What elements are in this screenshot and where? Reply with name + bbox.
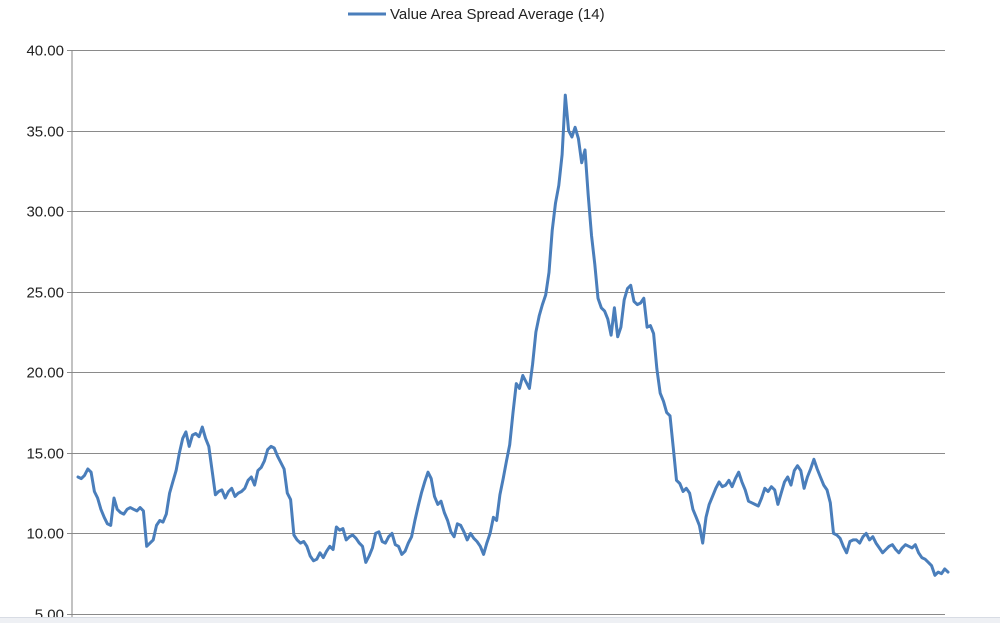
gridlines xyxy=(67,50,945,615)
y-tick-label: 10.00 xyxy=(26,526,64,543)
y-tick-label: 20.00 xyxy=(26,365,64,382)
y-tick-label: 30.00 xyxy=(26,204,64,221)
y-tick-label: 25.00 xyxy=(26,285,64,302)
series-line xyxy=(76,93,950,577)
y-tick-label: 15.00 xyxy=(26,446,64,463)
series-layer xyxy=(76,93,950,577)
legend-label: Value Area Spread Average (14) xyxy=(390,6,605,23)
window-bottom-edge xyxy=(0,617,1000,623)
y-tick-label: 35.00 xyxy=(26,124,64,141)
legend: Value Area Spread Average (14) xyxy=(348,6,605,23)
y-tick-label: 40.00 xyxy=(26,43,64,60)
